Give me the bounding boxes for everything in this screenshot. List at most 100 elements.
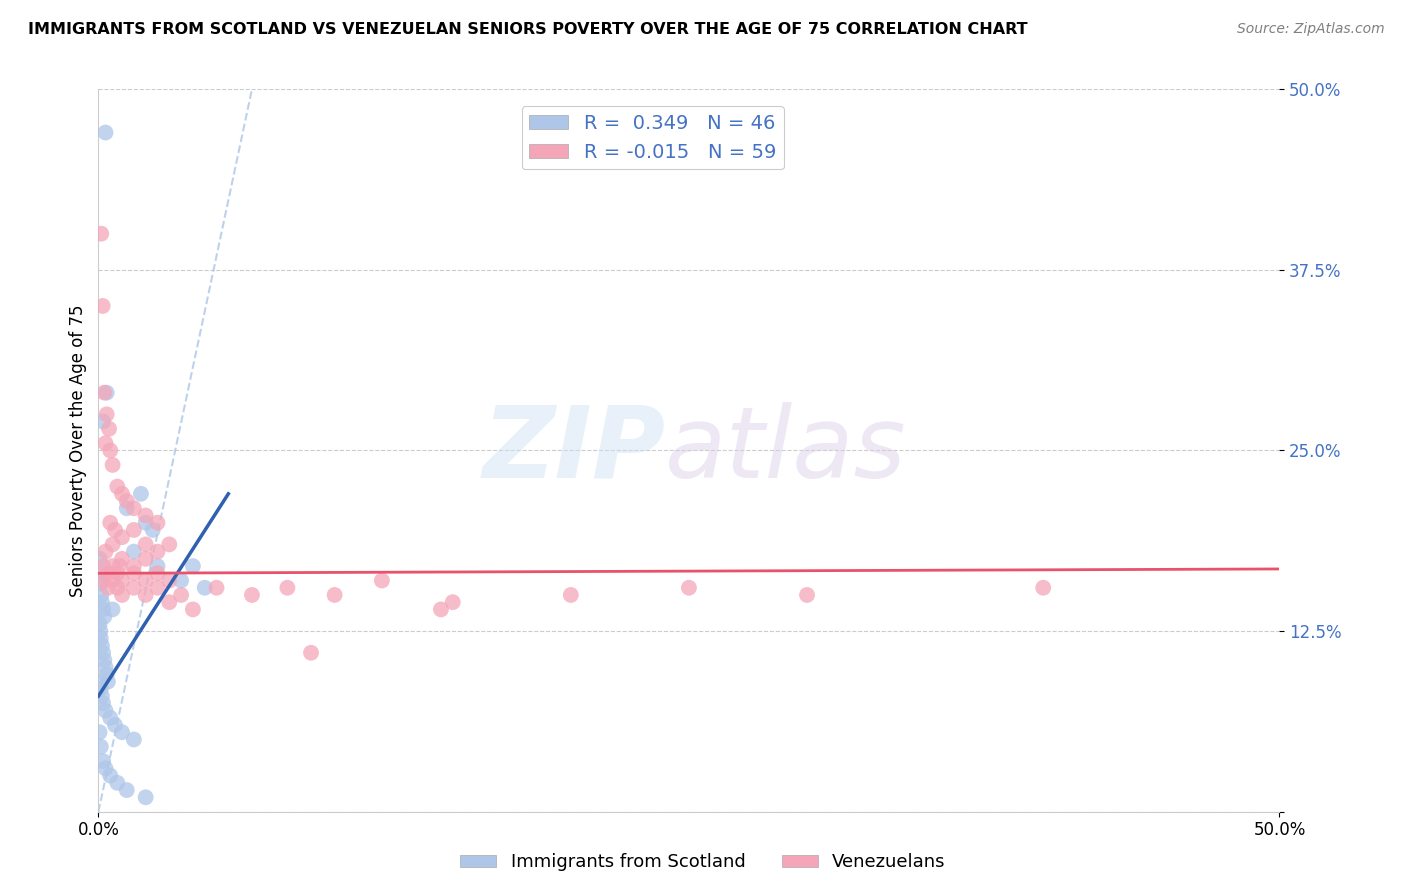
- Point: [122, 501, 145, 516]
- Point: [97, 674, 120, 689]
- Point: [94, 436, 117, 450]
- Point: [115, 494, 138, 508]
- Point: [122, 559, 145, 574]
- Point: [91, 574, 114, 588]
- Point: [89, 624, 111, 639]
- Point: [122, 566, 145, 581]
- Point: [101, 574, 124, 588]
- Point: [98, 516, 121, 530]
- Point: [796, 588, 818, 602]
- Text: atlas: atlas: [665, 402, 907, 499]
- Point: [94, 704, 117, 718]
- Point: [90, 227, 112, 241]
- Point: [97, 566, 120, 581]
- Point: [135, 537, 157, 551]
- Point: [146, 559, 169, 574]
- Legend: Immigrants from Scotland, Venezuelans: Immigrants from Scotland, Venezuelans: [453, 847, 953, 879]
- Point: [146, 516, 169, 530]
- Point: [323, 588, 346, 602]
- Point: [146, 581, 169, 595]
- Point: [89, 616, 111, 631]
- Point: [89, 566, 111, 581]
- Point: [122, 544, 145, 558]
- Point: [205, 581, 228, 595]
- Point: [111, 588, 134, 602]
- Point: [93, 653, 115, 667]
- Point: [129, 487, 152, 501]
- Point: [98, 443, 121, 458]
- Point: [276, 581, 298, 595]
- Text: Source: ZipAtlas.com: Source: ZipAtlas.com: [1237, 22, 1385, 37]
- Point: [194, 581, 217, 595]
- Point: [111, 574, 134, 588]
- Point: [146, 544, 169, 558]
- Point: [101, 602, 124, 616]
- Point: [90, 739, 112, 754]
- Point: [157, 537, 180, 551]
- Point: [135, 551, 157, 566]
- Point: [90, 576, 112, 591]
- Point: [135, 516, 157, 530]
- Point: [91, 639, 114, 653]
- Point: [240, 588, 263, 602]
- Point: [181, 559, 204, 574]
- Point: [94, 660, 117, 674]
- Point: [89, 674, 111, 689]
- Legend: R =  0.349   N = 46, R = -0.015   N = 59: R = 0.349 N = 46, R = -0.015 N = 59: [522, 106, 785, 169]
- Point: [135, 508, 157, 523]
- Point: [91, 646, 114, 660]
- Point: [105, 581, 128, 595]
- Point: [97, 581, 120, 595]
- Point: [98, 769, 121, 783]
- Point: [157, 595, 180, 609]
- Point: [170, 574, 193, 588]
- Point: [90, 681, 112, 696]
- Point: [89, 725, 111, 739]
- Point: [135, 790, 157, 805]
- Point: [104, 718, 127, 732]
- Point: [146, 566, 169, 581]
- Point: [122, 523, 145, 537]
- Point: [89, 551, 111, 566]
- Point: [142, 523, 165, 537]
- Point: [104, 523, 127, 537]
- Point: [101, 559, 124, 574]
- Point: [181, 602, 204, 616]
- Point: [94, 544, 117, 558]
- Point: [111, 551, 134, 566]
- Point: [678, 581, 700, 595]
- Text: ZIP: ZIP: [482, 402, 665, 499]
- Point: [91, 696, 114, 710]
- Point: [135, 574, 157, 588]
- Point: [430, 602, 453, 616]
- Point: [94, 126, 117, 140]
- Text: IMMIGRANTS FROM SCOTLAND VS VENEZUELAN SENIORS POVERTY OVER THE AGE OF 75 CORREL: IMMIGRANTS FROM SCOTLAND VS VENEZUELAN S…: [28, 22, 1028, 37]
- Point: [96, 407, 118, 421]
- Point: [115, 501, 138, 516]
- Point: [96, 667, 118, 681]
- Point: [90, 632, 112, 646]
- Point: [105, 776, 128, 790]
- Point: [371, 574, 394, 588]
- Point: [101, 537, 124, 551]
- Point: [441, 595, 464, 609]
- Point: [91, 415, 114, 429]
- Point: [122, 732, 145, 747]
- Point: [91, 595, 114, 609]
- Point: [299, 646, 322, 660]
- Point: [157, 574, 180, 588]
- Point: [91, 559, 114, 574]
- Y-axis label: Seniors Poverty Over the Age of 75: Seniors Poverty Over the Age of 75: [69, 304, 87, 597]
- Point: [105, 480, 128, 494]
- Point: [115, 783, 138, 797]
- Point: [135, 588, 157, 602]
- Point: [111, 530, 134, 544]
- Point: [90, 588, 112, 602]
- Point: [105, 566, 128, 581]
- Point: [94, 761, 117, 775]
- Point: [1032, 581, 1054, 595]
- Point: [560, 588, 582, 602]
- Point: [98, 711, 121, 725]
- Point: [91, 754, 114, 768]
- Point: [91, 689, 114, 703]
